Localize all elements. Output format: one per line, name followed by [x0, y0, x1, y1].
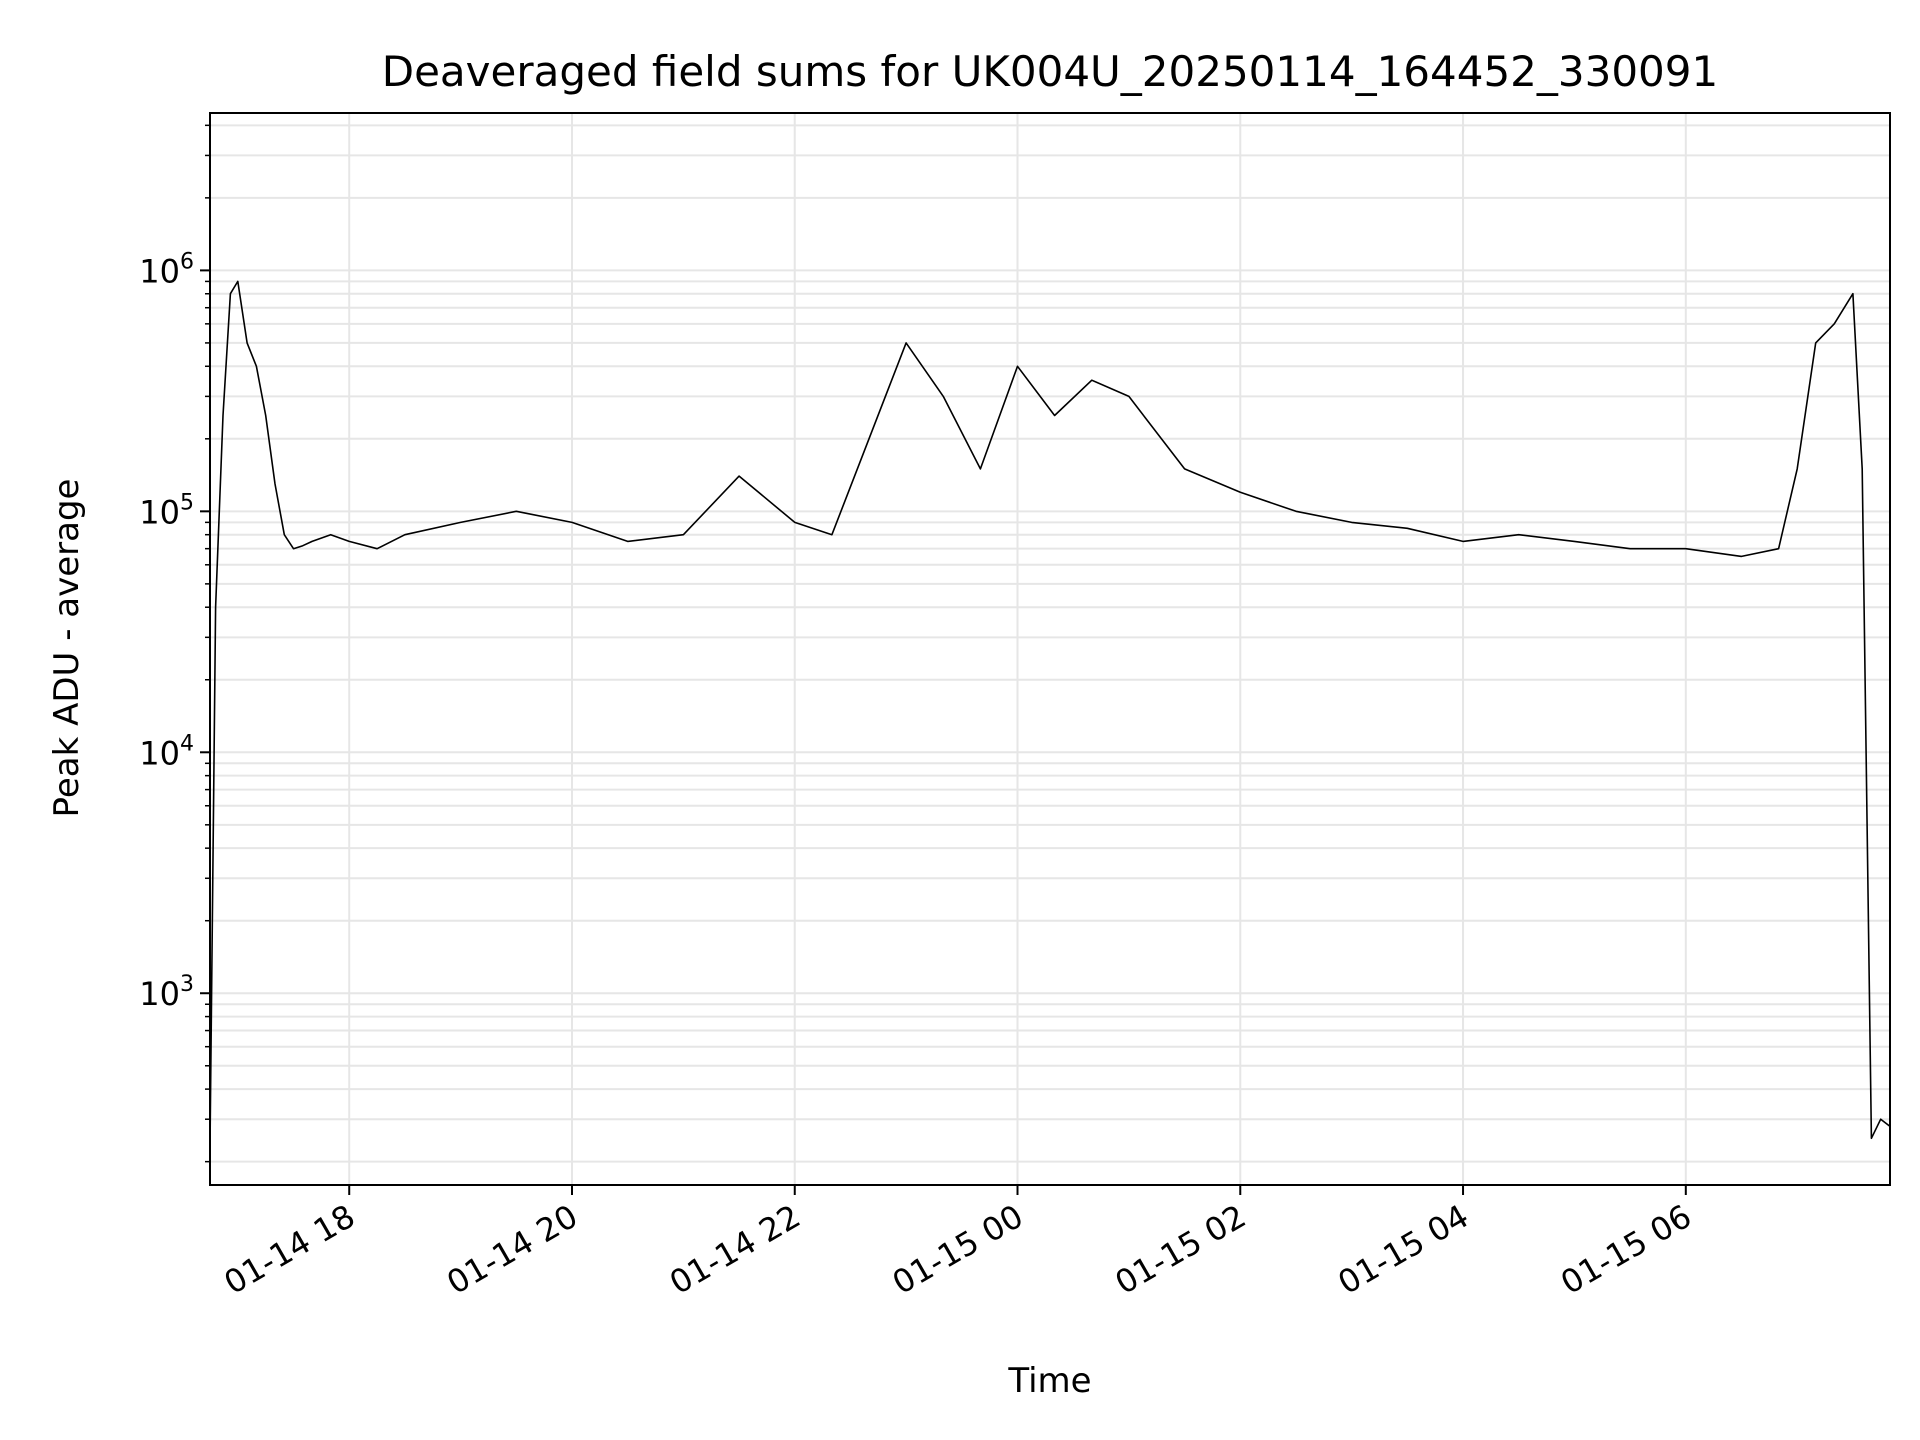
- y-axis-title: Peak ADU - average: [47, 479, 87, 818]
- y-tick-label: 103: [139, 972, 194, 1013]
- series-layer: [209, 280, 1891, 1148]
- x-axis-title: Time: [1007, 1361, 1091, 1401]
- y-tick-label: 106: [139, 249, 194, 290]
- y-tick-label: 105: [139, 490, 194, 531]
- plot-frame: [209, 112, 1891, 1186]
- grid: [210, 113, 1890, 1185]
- series-line: [209, 280, 1891, 1148]
- chart-title: Deaveraged field sums for UK004U_2025011…: [382, 47, 1718, 96]
- y-tick-label: 104: [139, 731, 194, 772]
